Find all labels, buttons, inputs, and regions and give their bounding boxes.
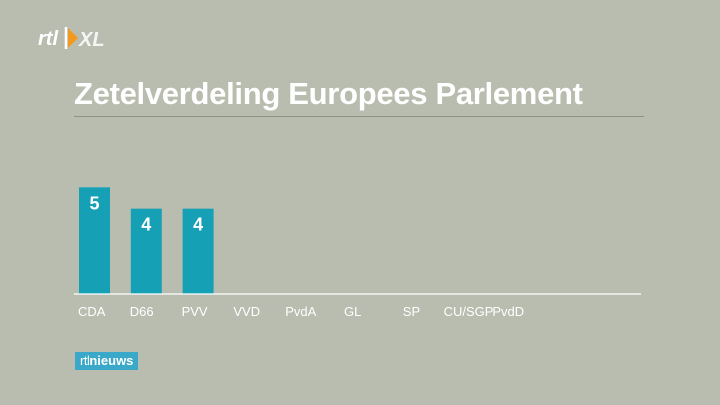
- bar-pvv: [182, 208, 214, 294]
- bar-value-label: 5: [89, 193, 99, 213]
- news-logo-word: nieuws: [89, 353, 134, 368]
- category-label: VVD: [233, 304, 260, 319]
- rtl-xl-logo: rtl XL: [38, 27, 105, 51]
- category-label: CDA: [78, 304, 106, 319]
- news-logo-rtl: rtl: [80, 353, 90, 368]
- category-label: SP: [403, 304, 420, 319]
- bar-value-label: 4: [141, 215, 151, 235]
- category-label: D66: [130, 304, 154, 319]
- category-label: PVV: [182, 304, 208, 319]
- bar-value-label: 4: [193, 215, 203, 235]
- title-divider: [74, 116, 644, 117]
- rtl-nieuws-logo: rtlnieuws: [75, 352, 139, 370]
- svg-text:rtl: rtl: [38, 28, 58, 50]
- category-label: PvdA: [285, 304, 316, 319]
- category-label: CU/SGP: [444, 304, 494, 319]
- svg-text:XL: XL: [78, 29, 105, 51]
- bar-d66: [130, 208, 162, 294]
- chart-title: Zetelverdeling Europees Parlement: [74, 76, 583, 111]
- bar-cda: [79, 187, 110, 294]
- category-label: GL: [344, 304, 361, 319]
- category-label: PvdD: [492, 304, 524, 319]
- bars-group: 5 4 4: [79, 187, 214, 294]
